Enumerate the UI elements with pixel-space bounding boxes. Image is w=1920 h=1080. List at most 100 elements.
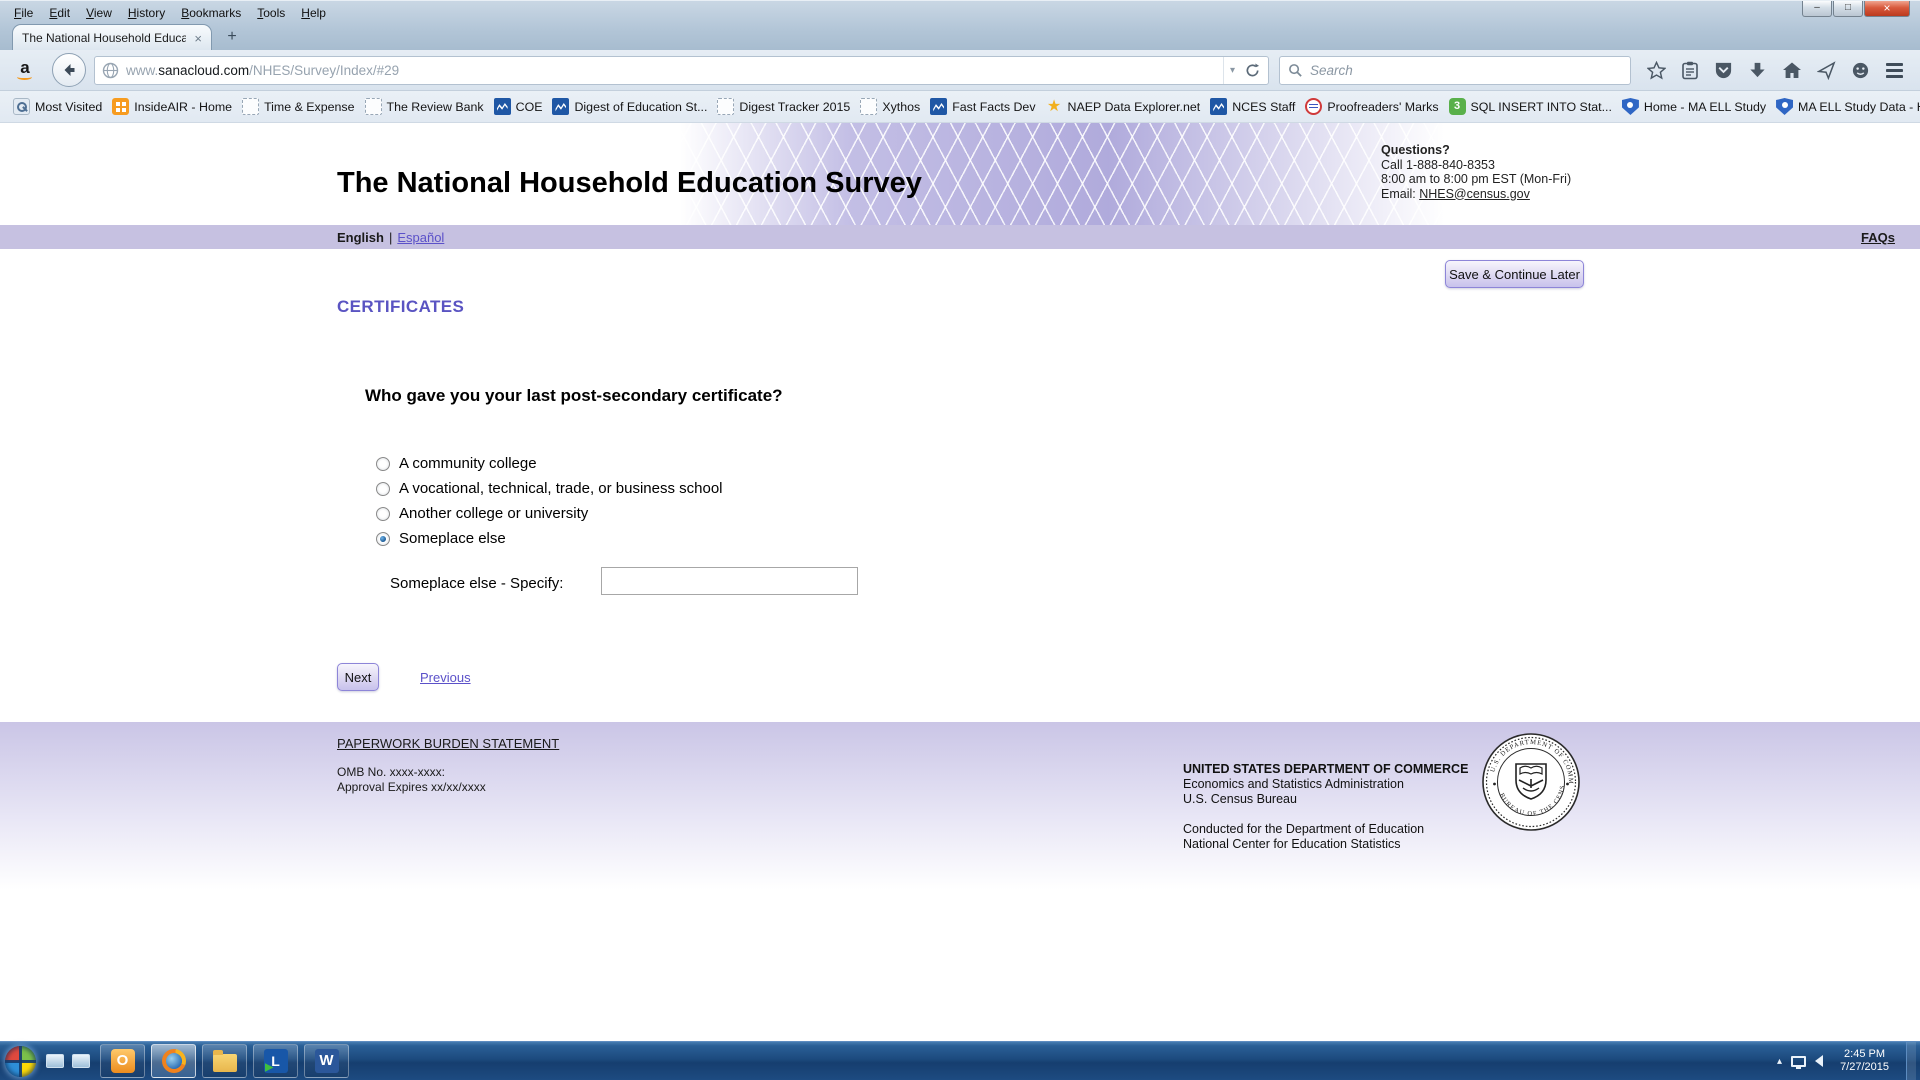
bookmark-item[interactable]: Proofreaders' Marks <box>1300 96 1443 117</box>
bookmark-icon <box>1621 98 1639 115</box>
bookmark-label: InsideAIR - Home <box>134 99 233 114</box>
close-button[interactable]: × <box>1864 1 1910 17</box>
new-tab-button[interactable]: + <box>227 28 237 45</box>
taskbar-outlook-button[interactable]: O <box>100 1044 145 1078</box>
questions-phone: Call 1-888-840-8353 <box>1381 157 1495 172</box>
amazon-extension-icon[interactable]: a <box>12 57 38 83</box>
bookmark-label: MA ELL Study Data - H... <box>1798 99 1920 114</box>
bookmark-item[interactable]: Digest Tracker 2015 <box>712 96 855 117</box>
previous-link[interactable]: Previous <box>420 670 471 685</box>
hello-smiley-icon[interactable] <box>1851 61 1870 80</box>
faqs-link[interactable]: FAQs <box>1861 229 1895 245</box>
clock-date: 7/27/2015 <box>1840 1061 1889 1073</box>
pocket-icon[interactable] <box>1714 61 1733 80</box>
maximize-button[interactable]: □ <box>1833 1 1863 17</box>
home-icon[interactable] <box>1782 61 1802 80</box>
taskbar-linqpad-button[interactable]: L <box>253 1044 298 1078</box>
quick-launch-icon[interactable] <box>72 1054 90 1068</box>
reading-list-icon[interactable] <box>1681 61 1699 80</box>
bookmark-icon <box>1210 98 1228 115</box>
lang-espanol-link[interactable]: Español <box>397 229 445 245</box>
menu-item[interactable]: Help <box>301 6 326 20</box>
radio-button-icon[interactable] <box>376 531 390 546</box>
bookmark-item[interactable]: Most Visited <box>8 96 107 117</box>
tray-expand-icon[interactable]: ▴ <box>1777 1055 1783 1067</box>
lang-english[interactable]: English <box>337 229 384 245</box>
bookmark-label: Fast Facts Dev <box>952 99 1036 114</box>
menu-item[interactable]: File <box>14 6 34 20</box>
bookmark-item[interactable]: Home - MA ELL Study <box>1617 96 1771 117</box>
start-button[interactable] <box>5 1045 36 1077</box>
search-input[interactable] <box>1310 62 1622 78</box>
bookmark-item[interactable]: Fast Facts Dev <box>925 96 1040 117</box>
bookmark-item[interactable]: SQL INSERT INTO Stat... <box>1444 96 1617 117</box>
bookmark-icon <box>552 98 570 115</box>
paperwork-burden-link[interactable]: PAPERWORK BURDEN STATEMENT <box>337 736 560 751</box>
specify-input[interactable] <box>601 567 858 595</box>
network-icon[interactable] <box>1791 1055 1807 1069</box>
system-tray: ▴ 2:45 PM 7/27/2015 <box>1777 1041 1920 1080</box>
radio-option-label: Another college or university <box>399 505 589 522</box>
reload-icon[interactable] <box>1245 62 1260 78</box>
back-button[interactable] <box>52 53 86 87</box>
bookmark-item[interactable]: COE <box>489 96 548 117</box>
bookmark-item[interactable]: MA ELL Study Data - H... <box>1771 96 1920 117</box>
radio-button-icon[interactable] <box>376 506 390 521</box>
url-bar[interactable]: www.sanacloud.com/NHES/Survey/Index/#29 … <box>94 55 1269 85</box>
volume-icon[interactable] <box>1815 1055 1824 1067</box>
bookmark-item[interactable]: Time & Expense <box>237 96 359 117</box>
next-button[interactable]: Next <box>337 663 379 691</box>
bookmark-icon <box>493 98 511 115</box>
bookmark-item[interactable]: Xythos <box>855 96 925 117</box>
minimize-button[interactable]: – <box>1802 1 1832 17</box>
search-box[interactable] <box>1279 55 1631 85</box>
bookmark-label: The Review Bank <box>386 99 484 114</box>
email-link[interactable]: NHES@census.gov <box>1419 186 1530 201</box>
taskbar-word-button[interactable]: W <box>304 1044 349 1078</box>
download-icon[interactable] <box>1748 61 1767 80</box>
back-arrow-icon <box>64 64 75 76</box>
bookmark-item[interactable]: InsideAIR - Home <box>107 96 237 117</box>
bookmark-star-icon[interactable] <box>1647 60 1666 80</box>
show-desktop-button[interactable] <box>1906 1041 1916 1080</box>
nces-line: National Center for Education Statistics <box>1183 837 1401 851</box>
quick-launch-icon[interactable] <box>46 1054 64 1068</box>
radio-option[interactable]: Another college or university <box>376 501 723 526</box>
windows-taskbar: O L W ▴ 2:45 PM 7/27/2015 <box>0 1041 1920 1080</box>
questions-block: Questions? Call 1-888-840-8353 8:00 am t… <box>1381 143 1571 201</box>
window-titlebar: File Edit View History Bookmarks Tools Help – … <box>0 0 1920 51</box>
menu-item[interactable]: Bookmarks <box>181 6 242 20</box>
bookmark-label: COE <box>515 99 543 114</box>
menu-item[interactable]: View <box>86 6 112 20</box>
bookmark-item[interactable]: Digest of Education St... <box>547 96 712 117</box>
linqpad-icon: L <box>263 1049 288 1073</box>
save-continue-later-button[interactable]: Save & Continue Later <box>1445 260 1584 288</box>
bookmark-icon <box>860 98 878 115</box>
taskbar-firefox-button[interactable] <box>151 1044 196 1078</box>
radio-option-label: Someplace else <box>399 530 506 547</box>
menu-item[interactable]: Tools <box>257 6 286 20</box>
browser-navbar: a www.sanacloud.com/NHES/Survey/Index/#2… <box>0 50 1920 91</box>
tab-close-icon[interactable]: × <box>194 30 202 46</box>
bookmark-item[interactable]: NCES Staff <box>1205 96 1300 117</box>
bookmark-item[interactable]: NAEP Data Explorer.net <box>1041 96 1206 117</box>
window-controls: – □ × <box>1801 1 1910 17</box>
browser-tab[interactable]: The National Household Educa... × <box>12 24 212 51</box>
bookmark-icon <box>1776 98 1794 115</box>
radio-button-icon[interactable] <box>376 481 390 496</box>
hamburger-menu-icon[interactable] <box>1885 62 1904 79</box>
radio-option[interactable]: A community college <box>376 451 723 476</box>
send-plane-icon[interactable] <box>1817 60 1836 80</box>
radio-option[interactable]: A vocational, technical, trade, or busin… <box>376 476 723 501</box>
bookmark-item[interactable]: The Review Bank <box>360 96 489 117</box>
menu-item[interactable]: History <box>127 6 166 20</box>
bookmark-label: NAEP Data Explorer.net <box>1067 99 1201 114</box>
radio-button-icon[interactable] <box>376 456 390 471</box>
url-dropdown-icon[interactable]: ▾ <box>1229 64 1235 76</box>
taskbar-explorer-button[interactable] <box>202 1044 247 1078</box>
menu-item[interactable]: Edit <box>49 6 71 20</box>
radio-option[interactable]: Someplace else <box>376 526 723 551</box>
bookmark-label: Proofreaders' Marks <box>1327 99 1439 114</box>
clock[interactable]: 2:45 PM 7/27/2015 <box>1832 1048 1897 1074</box>
